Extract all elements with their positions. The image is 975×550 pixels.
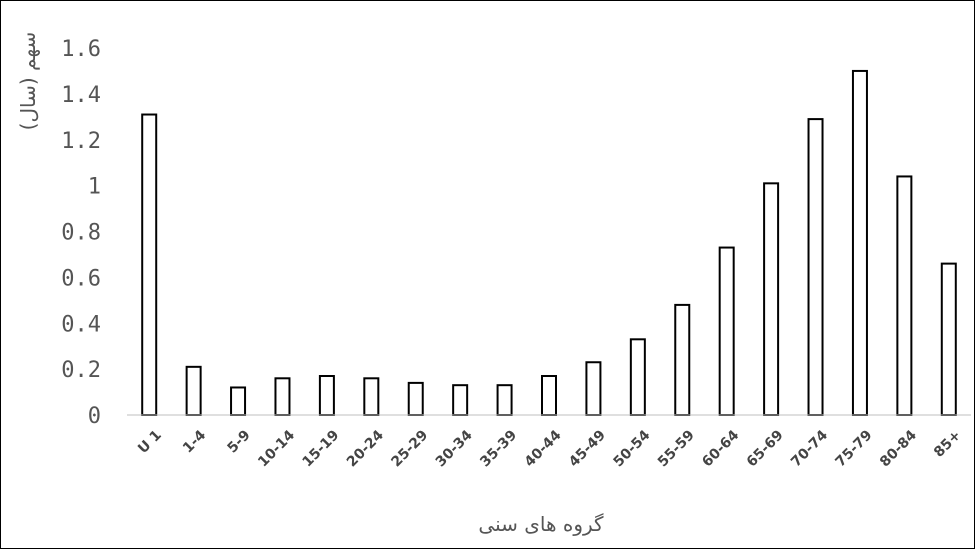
x-tick-label: 10-14 xyxy=(255,427,298,470)
x-tick-label: 20-24 xyxy=(344,427,387,470)
y-tick-label: 0.6 xyxy=(61,266,101,291)
y-tick-label: 0 xyxy=(88,404,101,429)
y-tick-label: 1 xyxy=(88,175,101,200)
bar-35-39 xyxy=(496,384,513,416)
x-tick-label: 75-79 xyxy=(833,427,876,470)
y-tick-label: 1.2 xyxy=(61,129,101,154)
x-tick-label: 60-64 xyxy=(699,427,742,470)
bar-85plus xyxy=(940,262,957,416)
y-tick-label: 1.6 xyxy=(61,37,101,62)
bar-20-24 xyxy=(363,377,380,416)
x-tick-label: 50-54 xyxy=(610,427,653,470)
x-axis-title: گروه های سنی xyxy=(478,512,604,536)
x-tick-label: 80-84 xyxy=(877,427,920,470)
x-tick-label: 15-19 xyxy=(300,427,343,470)
x-tick-label: 70-74 xyxy=(788,427,831,470)
x-axis-ticks: U 1 1-4 5-9 10-14 15-19 20-24 25-29 30-34 35-39 4… xyxy=(135,427,964,470)
bar-45-49 xyxy=(585,361,602,416)
y-tick-label: 1.4 xyxy=(61,83,101,108)
y-axis-title: سهم (سال) xyxy=(16,32,40,131)
bar-70-74 xyxy=(807,118,824,416)
y-tick-label: 0.8 xyxy=(61,221,101,246)
x-tick-label: 55-59 xyxy=(655,427,698,470)
bar-40-44 xyxy=(541,375,557,417)
bar-U1 xyxy=(141,113,158,417)
x-tick-label: 30-34 xyxy=(433,427,476,470)
bar-55-59 xyxy=(674,303,691,416)
x-tick-label: 1-4 xyxy=(180,427,209,456)
bar-75-79 xyxy=(851,69,868,416)
y-tick-label: 0.2 xyxy=(61,358,101,383)
bar-30-34 xyxy=(452,384,469,416)
x-tick-label: 5-9 xyxy=(224,427,253,456)
y-tick-label: 0.4 xyxy=(61,312,101,337)
y-axis-ticks: 0 0.2 0.4 0.6 0.8 1 1.2 1.4 1.6 xyxy=(61,37,101,429)
bar-50-54 xyxy=(629,338,646,416)
bar-15-19 xyxy=(318,375,335,417)
bar-25-29 xyxy=(407,381,424,417)
bar-5-9 xyxy=(230,386,247,417)
x-tick-label: U 1 xyxy=(135,427,165,457)
bars xyxy=(141,69,957,417)
bar-65-69 xyxy=(763,182,780,416)
x-tick-label: 40-44 xyxy=(522,427,565,470)
bar-1-4 xyxy=(185,365,202,416)
bar-60-64 xyxy=(718,246,735,416)
x-tick-label: 85+ xyxy=(931,427,964,460)
x-tick-label: 35-39 xyxy=(477,427,520,470)
x-tick-label: 25-29 xyxy=(388,427,431,470)
x-tick-label: 65-69 xyxy=(744,427,787,470)
bar-80-84 xyxy=(896,175,913,416)
bar-10-14 xyxy=(274,377,291,416)
x-tick-label: 45-49 xyxy=(566,427,609,470)
